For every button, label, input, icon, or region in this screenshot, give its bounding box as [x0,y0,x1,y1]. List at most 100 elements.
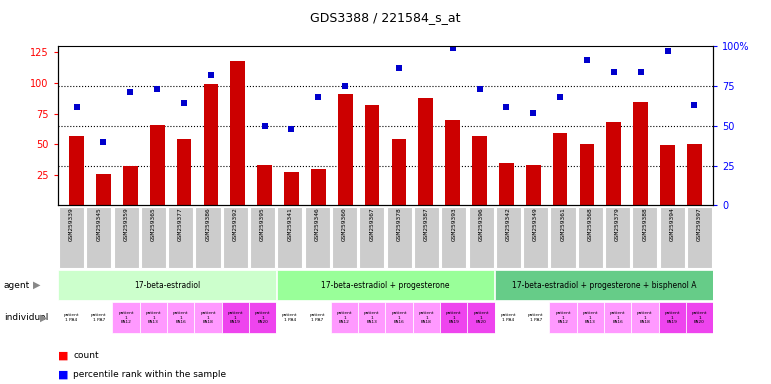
Text: patient
1
PA16: patient 1 PA16 [610,311,625,324]
Text: patient
1
PA20: patient 1 PA20 [692,311,707,324]
Bar [58,302,85,333]
Bar [553,133,567,205]
Bar [441,207,466,268]
Text: GSM259394: GSM259394 [670,207,675,241]
Text: ▶: ▶ [33,280,41,290]
Bar [549,302,577,333]
Text: ■: ■ [58,369,69,379]
Text: patient
1 PA4: patient 1 PA4 [64,313,79,322]
Bar [278,207,302,268]
Bar [258,165,272,205]
Bar [660,207,685,268]
Text: GSM259396: GSM259396 [479,207,483,241]
Text: patient
1
PA12: patient 1 PA12 [337,311,352,324]
Bar [332,207,357,268]
Bar [177,139,191,205]
Text: patient
1
PA20: patient 1 PA20 [473,311,489,324]
Text: patient
1
PA18: patient 1 PA18 [637,311,653,324]
Text: patient
1
PA18: patient 1 PA18 [419,311,434,324]
Text: patient
1
PA19: patient 1 PA19 [446,311,462,324]
Text: GSM259378: GSM259378 [396,207,402,241]
Bar [196,207,221,268]
Text: patient
1 PA7: patient 1 PA7 [309,313,325,322]
Text: ▶: ▶ [40,313,48,323]
Bar [305,207,330,268]
Bar [660,146,675,205]
Bar [550,207,575,268]
Text: patient
1
PA13: patient 1 PA13 [146,311,161,324]
Bar [577,207,603,268]
Bar [331,302,359,333]
Text: GSM259395: GSM259395 [260,207,265,241]
Text: patient
1
PA20: patient 1 PA20 [254,311,271,324]
Bar [633,103,648,205]
Text: GSM259359: GSM259359 [123,207,129,241]
Bar [223,207,247,268]
Bar [304,302,331,333]
Text: GSM259361: GSM259361 [561,207,565,241]
Bar [414,207,439,268]
Bar [658,302,686,333]
Bar [687,207,712,268]
Bar [386,207,412,268]
Text: GSM259379: GSM259379 [615,207,620,241]
Bar [276,302,304,333]
Bar [123,166,138,205]
Bar [168,207,194,268]
Bar [277,270,494,300]
Bar [496,207,521,268]
Bar [250,207,275,268]
Bar [467,302,495,333]
Bar [631,302,658,333]
Bar [249,302,276,333]
Bar [141,207,166,268]
Text: GSM259339: GSM259339 [69,207,74,241]
Text: patient
1
PA19: patient 1 PA19 [227,311,243,324]
Text: 17-beta-estradiol + progesterone + bisphenol A: 17-beta-estradiol + progesterone + bisph… [512,281,696,290]
Bar [113,302,140,333]
Text: percentile rank within the sample: percentile rank within the sample [73,370,227,379]
Bar [204,84,218,205]
Bar [522,302,549,333]
Bar [113,207,139,268]
Text: ■: ■ [58,350,69,360]
Bar [440,302,467,333]
Bar [469,207,493,268]
Text: patient
1
PA19: patient 1 PA19 [665,311,680,324]
Text: GSM259377: GSM259377 [178,207,183,241]
Text: patient
1
PA12: patient 1 PA12 [555,311,571,324]
Text: GSM259365: GSM259365 [151,207,156,241]
Bar [605,207,630,268]
Text: GSM259386: GSM259386 [206,207,210,241]
Text: 17-beta-estradiol: 17-beta-estradiol [134,281,200,290]
Text: GSM259345: GSM259345 [96,207,101,241]
Text: agent: agent [4,281,30,290]
Bar [446,120,460,205]
Bar [386,302,412,333]
Bar [140,302,167,333]
Bar [231,61,245,205]
Bar [359,207,385,268]
Bar [419,98,433,205]
Bar [338,94,352,205]
Bar [167,302,194,333]
Bar [194,302,222,333]
Bar [365,105,379,205]
Text: individual: individual [4,313,49,322]
Text: patient
1 PA4: patient 1 PA4 [282,313,298,322]
Bar [85,302,113,333]
Bar [69,136,84,205]
Bar [311,169,325,205]
Text: GSM259341: GSM259341 [288,207,292,241]
Bar [495,302,522,333]
Bar [472,136,487,205]
Bar [495,270,712,300]
Bar [577,302,604,333]
Text: patient
1 PA4: patient 1 PA4 [500,313,517,322]
Bar [86,207,111,268]
Bar [523,207,548,268]
Text: GDS3388 / 221584_s_at: GDS3388 / 221584_s_at [310,12,461,25]
Bar [359,302,386,333]
Text: GSM259392: GSM259392 [233,207,237,241]
Text: GSM259393: GSM259393 [451,207,456,241]
